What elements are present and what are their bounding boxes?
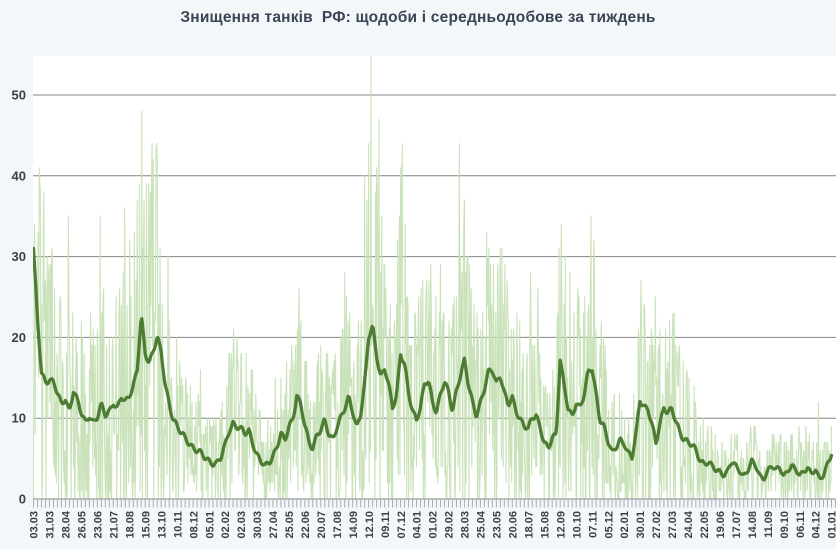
weekly-average-line bbox=[33, 246, 834, 482]
x-axis-label: 21.07 bbox=[109, 511, 121, 539]
x-axis-label: 27.03 bbox=[667, 511, 679, 539]
x-axis-label: 04.12 bbox=[811, 511, 823, 539]
x-axis-label: 19.06 bbox=[715, 511, 727, 539]
x-axis-label: 01.02 bbox=[428, 511, 440, 539]
x-axis-label: 01.01 bbox=[827, 511, 836, 539]
x-axis-label: 25.04 bbox=[476, 510, 488, 538]
x-axis-label: 10.11 bbox=[172, 511, 184, 538]
x-axis-label: 02.03 bbox=[236, 511, 248, 539]
y-axis-label: 40 bbox=[12, 168, 26, 183]
x-axis-label: 18.08 bbox=[124, 511, 136, 539]
chart-title: Знищення танків РФ: щодоби і середньодоб… bbox=[180, 9, 656, 26]
x-axis-label: 23.05 bbox=[492, 511, 504, 539]
x-axis-label: 07.11 bbox=[587, 511, 599, 538]
x-axis-label: 03.03 bbox=[29, 511, 41, 539]
y-axis-label: 0 bbox=[19, 492, 26, 507]
x-axis-label: 18.07 bbox=[523, 511, 535, 539]
x-axis-label: 12.10 bbox=[364, 511, 376, 539]
x-axis-label: 26.05 bbox=[77, 511, 89, 539]
x-axis-label: 15.09 bbox=[140, 511, 152, 539]
x-axis-label: 22.06 bbox=[300, 511, 312, 539]
x-axis-label: 23.06 bbox=[93, 511, 105, 539]
x-axis-label: 28.03 bbox=[460, 511, 472, 539]
x-axis-label: 10.10 bbox=[571, 511, 583, 539]
x-axis-label: 02.01 bbox=[619, 511, 631, 539]
x-axis-label: 05.12 bbox=[603, 511, 615, 539]
x-axis-label: 31.03 bbox=[45, 511, 57, 539]
x-axis-label: 02.02 bbox=[220, 511, 232, 539]
x-axis-label: 14.08 bbox=[747, 511, 759, 539]
y-axis-label: 30 bbox=[12, 249, 26, 264]
y-axis-label: 20 bbox=[12, 330, 26, 345]
x-axis-label: 25.05 bbox=[284, 511, 296, 539]
y-axis-label: 10 bbox=[12, 411, 26, 426]
x-axis-label: 29.02 bbox=[444, 511, 456, 539]
x-axis-label: 20.06 bbox=[508, 511, 520, 539]
x-axis-label: 13.10 bbox=[156, 511, 168, 539]
x-axis-label: 07.12 bbox=[396, 511, 408, 539]
x-axis-label: 24.04 bbox=[683, 510, 695, 538]
x-axis-label: 05.01 bbox=[204, 511, 216, 539]
x-axis-label: 06.11 bbox=[795, 511, 807, 538]
x-axis-label: 30.01 bbox=[635, 511, 647, 539]
x-axis-label: 15.08 bbox=[539, 511, 551, 539]
x-axis-label: 27.04 bbox=[268, 510, 280, 538]
x-axis-label: 27.02 bbox=[651, 511, 663, 539]
x-axis-label: 11.09 bbox=[763, 511, 775, 538]
x-axis-label: 17.08 bbox=[332, 511, 344, 539]
x-axis-label: 09.11 bbox=[380, 511, 392, 538]
x-axis-label: 04.01 bbox=[412, 511, 424, 539]
x-axis-label: 12.09 bbox=[555, 511, 567, 539]
x-axis-label: 30.03 bbox=[252, 511, 264, 539]
y-axis-label: 50 bbox=[12, 88, 26, 103]
x-axis-label: 28.04 bbox=[61, 510, 73, 538]
x-axis-label: 08.12 bbox=[188, 511, 200, 539]
x-axis-label: 14.09 bbox=[348, 511, 360, 539]
x-axis-label: 22.05 bbox=[699, 511, 711, 539]
x-axis-label: 17.07 bbox=[731, 511, 743, 539]
x-axis-label: 09.10 bbox=[779, 511, 791, 539]
plot-background bbox=[33, 56, 836, 499]
x-axis-label: 20.07 bbox=[316, 511, 328, 539]
